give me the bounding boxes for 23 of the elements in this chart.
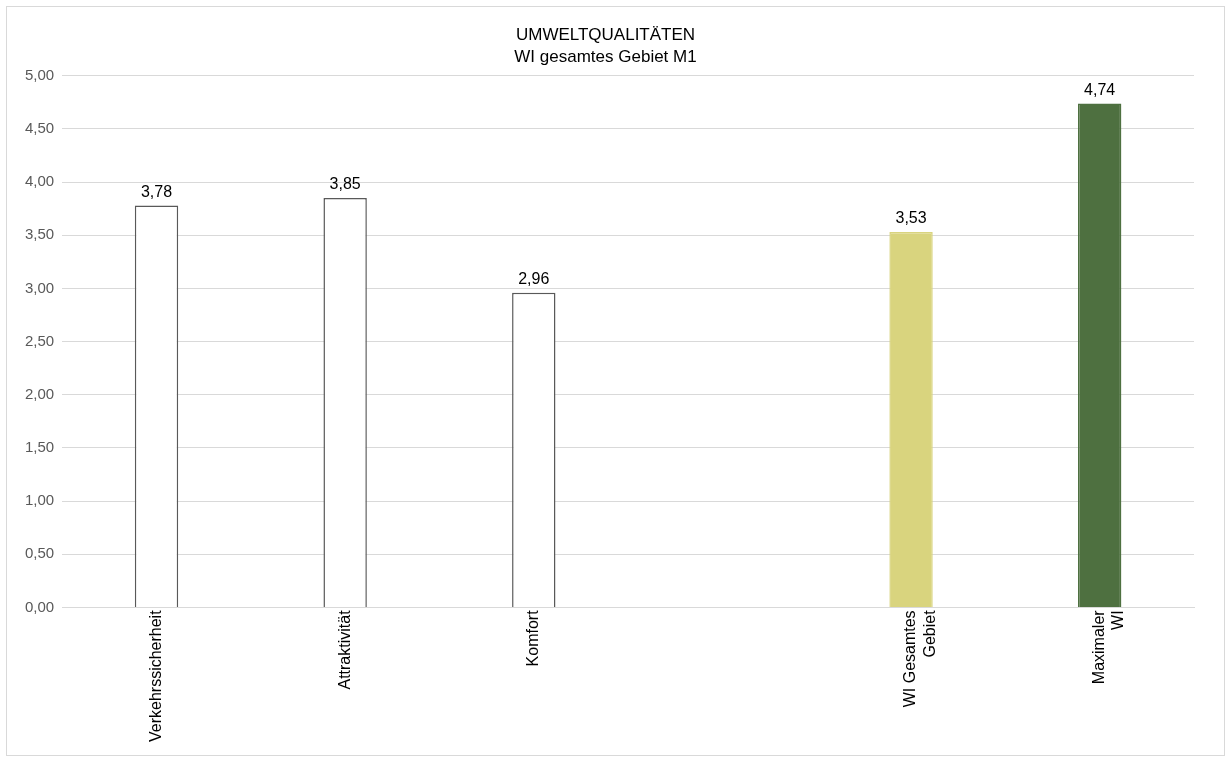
y-tick-label: 2,00 xyxy=(24,384,55,402)
x-tick-label: Maximaler WI xyxy=(1090,609,1127,685)
y-tick-label: 5,00 xyxy=(24,65,55,83)
y-tick-label: 3,00 xyxy=(24,278,55,296)
chart-title: UMWELTQUALITÄTEN xyxy=(515,24,696,44)
data-label: 3,78 xyxy=(140,182,173,200)
x-tick-label: Verkehrssicherheit xyxy=(146,609,164,743)
data-label: 4,74 xyxy=(1084,80,1116,98)
chart-subtitle: WI gesamtes Gebiet M1 xyxy=(514,47,697,67)
y-tick-label: 3,50 xyxy=(24,225,55,243)
y-tick-label: 0,00 xyxy=(24,597,55,615)
x-tick-label: WI Gesamtes Gebiet xyxy=(901,609,938,708)
x-tick-label: Attraktivität xyxy=(335,609,353,690)
x-tick-label: Komfort xyxy=(524,609,542,667)
data-label: 3,85 xyxy=(329,175,361,193)
y-tick-label: 4,50 xyxy=(24,119,55,137)
data-label: 3,53 xyxy=(895,209,927,227)
y-tick-label: 4,00 xyxy=(24,172,55,190)
y-tick-label: 1,50 xyxy=(24,438,55,456)
y-tick-label: 1,00 xyxy=(24,491,55,509)
data-label: 2,96 xyxy=(518,270,550,288)
y-tick-label: 2,50 xyxy=(24,331,55,349)
y-tick-label: 0,50 xyxy=(24,544,55,562)
